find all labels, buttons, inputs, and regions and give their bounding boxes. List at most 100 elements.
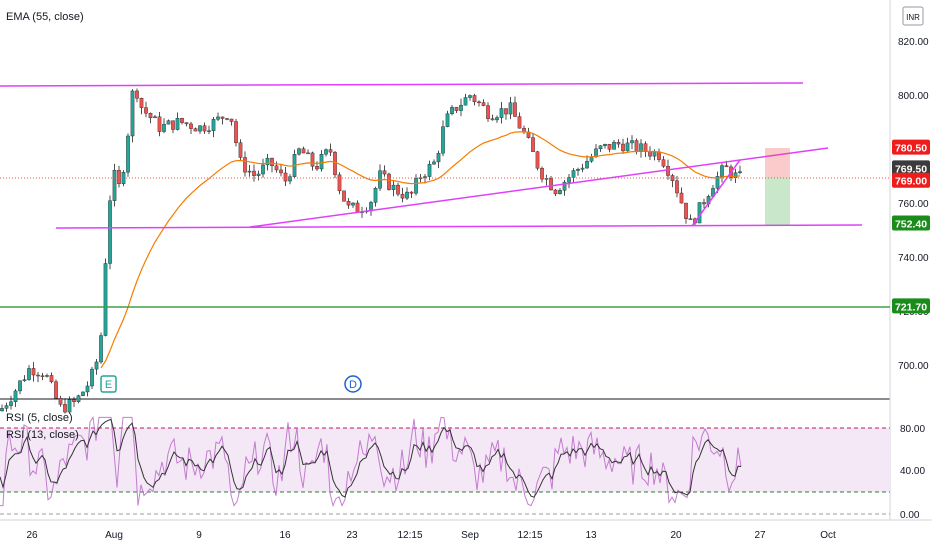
price-tag-value: 780.50 — [895, 143, 927, 155]
candle-down — [621, 143, 625, 152]
candle-down — [616, 141, 621, 145]
price-tick-label: 740.00 — [898, 253, 929, 264]
candle-up — [166, 120, 171, 125]
target-zone[interactable] — [765, 178, 790, 225]
candle-down — [688, 218, 693, 220]
currency-box[interactable] — [902, 6, 924, 26]
candle-up — [94, 361, 99, 370]
candle-down — [724, 165, 729, 168]
time-tick-label: 13 — [585, 530, 597, 541]
candle-up — [468, 95, 472, 98]
candle-up — [630, 140, 634, 144]
rsi-fast-line — [0, 415, 742, 508]
candle-down — [648, 151, 652, 157]
earnings-letter: E — [105, 379, 112, 391]
candle-down — [346, 201, 351, 206]
price-tick-label: 820.00 — [898, 37, 929, 48]
candle-down — [684, 202, 688, 219]
candle-down — [328, 149, 333, 153]
candle-down — [234, 121, 238, 143]
time-tick-label: Oct — [820, 530, 836, 541]
candle-down — [472, 95, 477, 103]
candle-down — [675, 180, 679, 194]
candle-up — [18, 380, 22, 392]
candle-up — [720, 165, 724, 177]
rising-trendline[interactable] — [249, 147, 829, 228]
candle-down — [301, 148, 306, 154]
time-tick-label: Aug — [105, 530, 123, 541]
candle-up — [4, 405, 9, 409]
rsi-slow-line — [0, 418, 742, 498]
candle-down — [202, 125, 207, 132]
ema-line — [100, 131, 741, 369]
candle-up — [427, 163, 432, 177]
price-tick-label: 800.00 — [898, 91, 929, 102]
candle-down — [517, 116, 522, 129]
price-tag-value: 752.40 — [895, 219, 927, 231]
candle-down — [220, 116, 225, 119]
candle-down — [270, 157, 274, 167]
candle-up — [90, 368, 94, 387]
time-axis[interactable]: 26 Aug 9 16 23 12:15 Sep 12:15 13 20 27 Oct — [26, 530, 836, 541]
price-tick-label: 760.00 — [898, 199, 929, 210]
rsi-axis[interactable]: 80.00 40.00 0.00 — [900, 424, 925, 521]
candle-up — [445, 113, 450, 127]
earnings-marker[interactable] — [100, 375, 117, 393]
candle-up — [265, 157, 270, 166]
time-tick-label: 9 — [196, 530, 202, 541]
candle-up — [423, 176, 427, 178]
candle-down — [72, 399, 76, 402]
candle-down — [189, 123, 193, 129]
candle-up — [256, 173, 261, 176]
candle-up — [207, 130, 211, 132]
candle-up — [153, 116, 157, 119]
candle-up — [738, 171, 742, 173]
candle-up — [9, 401, 13, 406]
support-line[interactable] — [55, 224, 863, 229]
candle-down — [643, 143, 648, 152]
candle-down — [535, 151, 540, 169]
short-trendline[interactable] — [691, 159, 741, 227]
candle-down — [54, 381, 58, 399]
time-tick-label: 16 — [279, 530, 291, 541]
candle-up — [594, 148, 598, 157]
candle-down — [139, 98, 144, 108]
candle-up — [432, 161, 436, 165]
candle-up — [652, 151, 657, 157]
resistance-line[interactable] — [0, 82, 804, 87]
candle-up — [175, 118, 180, 130]
candle-up — [391, 184, 396, 190]
dividend-marker[interactable] — [344, 375, 362, 393]
candle-up — [697, 202, 702, 224]
candle-down — [36, 374, 40, 377]
candle-up — [625, 142, 630, 152]
stop-zone[interactable] — [765, 148, 790, 178]
price-tag-value: 769.50 — [895, 163, 927, 175]
indicator-label: EMA (55, close) — [6, 11, 84, 23]
candle-down — [333, 151, 337, 176]
time-tick-label: Sep — [461, 530, 479, 541]
candle-up — [319, 154, 324, 170]
price-tag-box — [892, 139, 930, 155]
candle-up — [576, 169, 580, 171]
candle-down — [553, 189, 558, 195]
candle-down — [679, 192, 684, 204]
candle-down — [549, 178, 553, 191]
rsi-fast-label: RSI (5, close) — [6, 412, 73, 424]
candle-down — [342, 190, 346, 202]
candle-down — [252, 170, 256, 176]
candle-down — [409, 191, 414, 194]
candle-down — [702, 202, 706, 205]
candle-up — [405, 191, 409, 199]
candle-up — [211, 119, 216, 131]
candle-down — [486, 105, 490, 119]
candle-up — [585, 161, 589, 169]
price-axis[interactable]: 820.00800.00780.00760.00740.00720.00700.… — [898, 37, 929, 372]
price-tag-box — [892, 298, 930, 314]
candle-up — [103, 263, 108, 336]
candle-up — [13, 390, 18, 402]
candle-up — [598, 145, 603, 150]
currency-label: INR — [906, 13, 920, 22]
price-tag-value: 769.00 — [895, 176, 927, 188]
